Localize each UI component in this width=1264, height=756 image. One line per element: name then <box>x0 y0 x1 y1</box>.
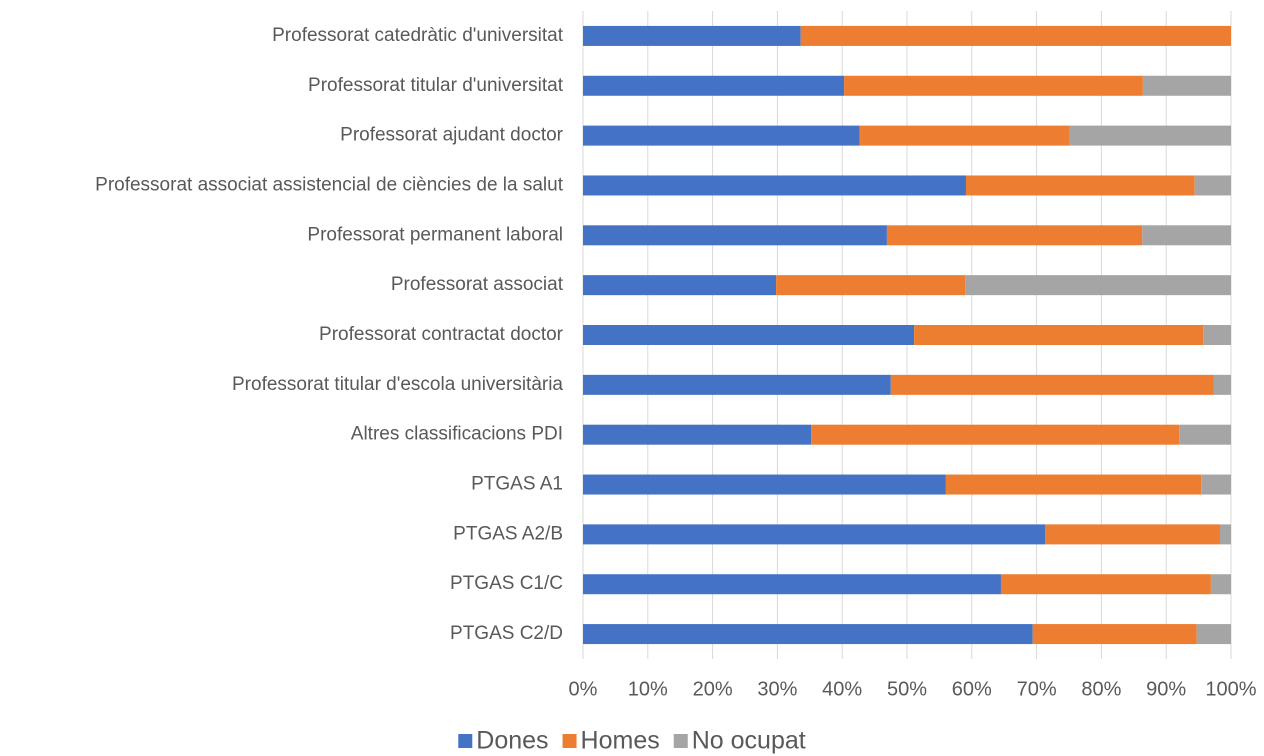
x-tick-label: 50% <box>887 678 927 700</box>
bar-segment <box>1032 624 1197 645</box>
x-tick-label: 90% <box>1146 678 1186 700</box>
bar-segment <box>1179 424 1231 445</box>
x-tick-label: 100% <box>1205 678 1256 700</box>
bar-segment <box>583 75 845 96</box>
bar-segment <box>583 624 1033 645</box>
legend-swatch <box>458 734 473 748</box>
category-label: Professorat associat <box>391 274 564 295</box>
bar-segment <box>583 325 915 345</box>
category-label: Altres classificacions PDI <box>351 424 563 445</box>
bar-segment <box>1194 175 1231 196</box>
x-tick-label: 70% <box>1017 678 1057 700</box>
bar-segment <box>811 424 1180 445</box>
bar-segment <box>583 125 860 146</box>
category-label: PTGAS A2/B <box>453 523 563 544</box>
bar-segment <box>776 275 966 296</box>
bar-segment <box>583 474 946 495</box>
category-label: Professorat associat assistencial de ciè… <box>95 174 564 195</box>
bar-segment <box>1196 624 1231 645</box>
x-tick-label: 20% <box>693 678 733 700</box>
x-tick-label: 10% <box>628 678 668 700</box>
legend-swatch <box>562 734 577 748</box>
bar-segment <box>886 225 1143 246</box>
category-label: Professorat contractat doctor <box>319 324 564 345</box>
bar-segment <box>1069 125 1231 146</box>
bar-segment <box>583 25 801 46</box>
bar-segment <box>1142 225 1231 246</box>
bar-segment <box>1000 574 1211 595</box>
bar-segment <box>965 175 1195 196</box>
legend-label: Homes <box>581 727 660 755</box>
category-label: Professorat titular d'universitat <box>308 75 564 96</box>
bar-segment <box>1045 524 1220 545</box>
category-label: Professorat permanent laboral <box>307 224 563 245</box>
bar-segment <box>914 325 1204 345</box>
bar-segment <box>965 275 1231 296</box>
bar-segment <box>844 75 1143 96</box>
bar-segment <box>1210 574 1231 595</box>
category-label: Professorat catedràtic d'universitat <box>272 25 564 46</box>
bar-segment <box>583 275 777 296</box>
x-tick-label: 60% <box>952 678 992 700</box>
bar-segment <box>583 424 812 445</box>
bar-segment <box>583 524 1046 545</box>
category-label: PTGAS C1/C <box>450 573 563 594</box>
bar-segment <box>1213 374 1231 395</box>
bar-segment <box>1201 474 1231 495</box>
bar-segment <box>583 574 1001 595</box>
category-label: Professorat ajudant doctor <box>340 125 564 146</box>
x-tick-label: 80% <box>1081 678 1121 700</box>
bar-segment <box>1142 75 1231 96</box>
bar-segment <box>859 125 1069 146</box>
bar-segment <box>945 474 1202 495</box>
legend-swatch <box>673 734 688 748</box>
bar-segment <box>1203 325 1231 345</box>
x-tick-label: 40% <box>822 678 862 700</box>
bar-segment <box>583 175 966 196</box>
x-tick-label: 0% <box>569 678 598 700</box>
bar-segment <box>890 374 1214 395</box>
bar-segment <box>583 225 887 246</box>
bar-segment <box>1219 524 1231 545</box>
category-label: Professorat titular d'escola universitàr… <box>232 374 563 395</box>
bar-segment <box>583 374 891 395</box>
bar-segment <box>800 25 1231 46</box>
category-label: PTGAS A1 <box>471 474 563 495</box>
legend-label: Dones <box>476 727 548 755</box>
category-label: PTGAS C2/D <box>450 623 563 644</box>
x-tick-label: 30% <box>757 678 797 700</box>
legend-label: No ocupat <box>692 727 806 755</box>
